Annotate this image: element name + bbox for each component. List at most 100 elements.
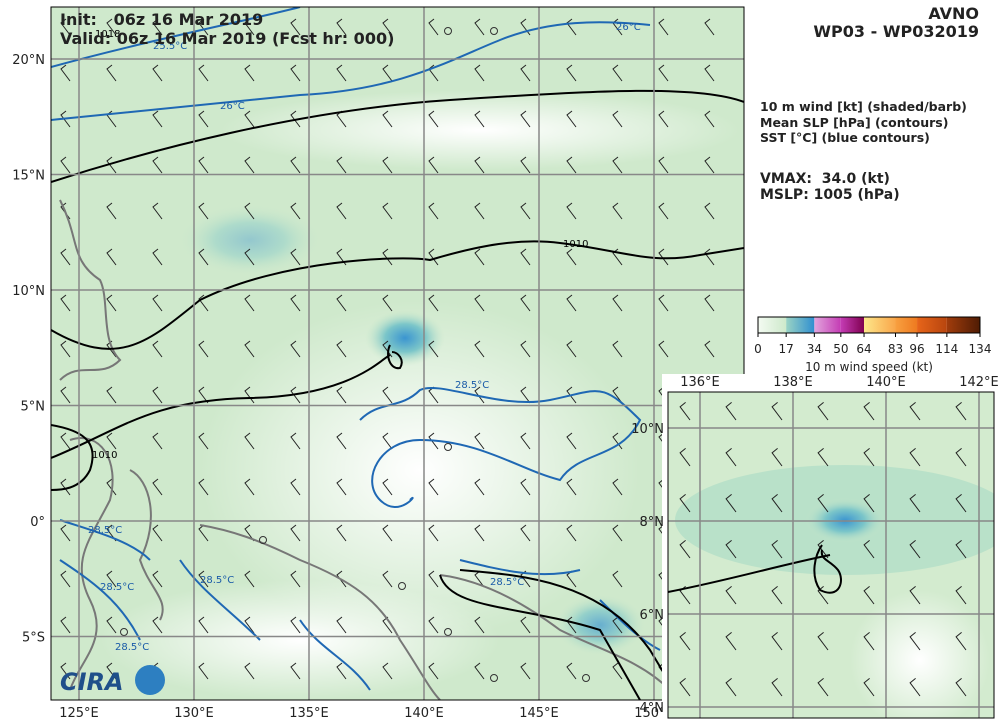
wind-barb [244, 662, 255, 680]
wind-barb [244, 340, 255, 358]
wind-barb [566, 110, 577, 128]
wind-barb [382, 662, 393, 680]
coastline [59, 199, 671, 700]
wind-barb [152, 202, 163, 220]
contour-label: 26°C [616, 22, 641, 33]
wind-barb [382, 570, 393, 588]
wind-barb [863, 586, 875, 605]
wind-barb [336, 294, 347, 312]
wind-barb [106, 570, 117, 588]
contour-label: 28.5°C [490, 577, 524, 588]
wind-barb [382, 64, 393, 82]
wind-barb [817, 448, 829, 467]
wind-barb [106, 64, 117, 82]
logo-text: CIRA [60, 668, 124, 696]
wind-barb [198, 202, 209, 220]
wind-barb [152, 18, 163, 36]
wind-barb [679, 448, 691, 467]
wind-barb [474, 64, 485, 82]
wind-barb [520, 386, 531, 404]
wind-barb [60, 478, 71, 496]
wind-barb [152, 478, 163, 496]
wind-barb [198, 248, 209, 266]
wind-barb [244, 202, 255, 220]
storm-id: WP03 - WP032019 [813, 22, 979, 41]
wind-barb [152, 386, 163, 404]
wind-barb [612, 662, 623, 680]
wind-barb [336, 616, 347, 634]
wind-barb [198, 294, 209, 312]
wind-barb [336, 64, 347, 82]
wind-barb [566, 524, 577, 542]
wind-barb [336, 18, 347, 36]
wind-barb [909, 586, 921, 605]
wind-barb [566, 662, 577, 680]
wind-barb [612, 478, 623, 496]
wind-barb [704, 294, 715, 312]
wind-barb [336, 340, 347, 358]
wind-barb [382, 294, 393, 312]
wind-barb [382, 386, 393, 404]
wind-barb [612, 156, 623, 174]
wind-barb [152, 64, 163, 82]
colorbar: 0 17 34 50 64 83 96 114 134 [754, 316, 991, 356]
wind-barb [106, 478, 117, 496]
wind-barb [679, 678, 691, 697]
legend-field: 10 m wind [kt] (shaded/barb) [760, 99, 967, 114]
wind-barb [817, 540, 829, 559]
lat-label: 20°N [12, 53, 45, 68]
inset-lon-labels: 136°E 138°E 140°E 142°E [680, 375, 999, 390]
wind-barb [152, 156, 163, 174]
lon-label: 130°E [174, 706, 214, 721]
contour-label: 28.5°C [100, 582, 134, 593]
wind-barb [382, 18, 393, 36]
wind-barb [198, 662, 209, 680]
lat-label: 15°N [12, 169, 45, 184]
map-frame [50, 6, 745, 701]
wind-barb [428, 432, 439, 450]
wind-barb [520, 110, 531, 128]
wind-barb [60, 156, 71, 174]
wind-barb [290, 386, 301, 404]
init-time: Init: 06z 16 Mar 2019 [60, 10, 263, 29]
wind-barb [658, 248, 669, 266]
wind-barb [290, 478, 301, 496]
wind-barb [60, 340, 71, 358]
wind-barb [658, 110, 669, 128]
wind-barb [244, 156, 255, 174]
wind-barb [725, 540, 737, 559]
wind-barb [152, 616, 163, 634]
wind-barb [336, 432, 347, 450]
wind-barb [152, 570, 163, 588]
inset-lat-label: 6°N [640, 608, 665, 623]
colorbar-segment [864, 317, 896, 333]
map: 1010 1010 1018 26°C 26°C 25.5°C 28.5°C 28.5°C 28… [51, 7, 744, 700]
wind-barb [60, 386, 71, 404]
wind-barb [725, 448, 737, 467]
wind-barb [244, 110, 255, 128]
wind-barb [382, 202, 393, 220]
wind-barb [198, 340, 209, 358]
wind-barb [382, 432, 393, 450]
wind-barb [955, 448, 967, 467]
colorbar-segment [946, 317, 980, 333]
wind-barb [428, 478, 439, 496]
wind-barb [566, 478, 577, 496]
wind-barb [771, 632, 783, 651]
wind-barb [244, 248, 255, 266]
wind-barb [428, 156, 439, 174]
city-markers [120, 27, 590, 682]
wind-barb [566, 202, 577, 220]
inset-map [668, 392, 994, 718]
wind-barbs [60, 18, 715, 680]
colorbar-segment [786, 317, 815, 333]
wind-barb [612, 570, 623, 588]
wind-barb [106, 18, 117, 36]
wind-barb [520, 248, 531, 266]
wind-barb [106, 616, 117, 634]
wind-barb [955, 402, 967, 421]
wind-barb [152, 340, 163, 358]
wind-barb [704, 64, 715, 82]
contour-labels: 1010 1010 1018 26°C 26°C 25.5°C 28.5°C 28.5°C 28… [88, 22, 641, 653]
colorbar-tick-label: 50 [833, 342, 848, 356]
